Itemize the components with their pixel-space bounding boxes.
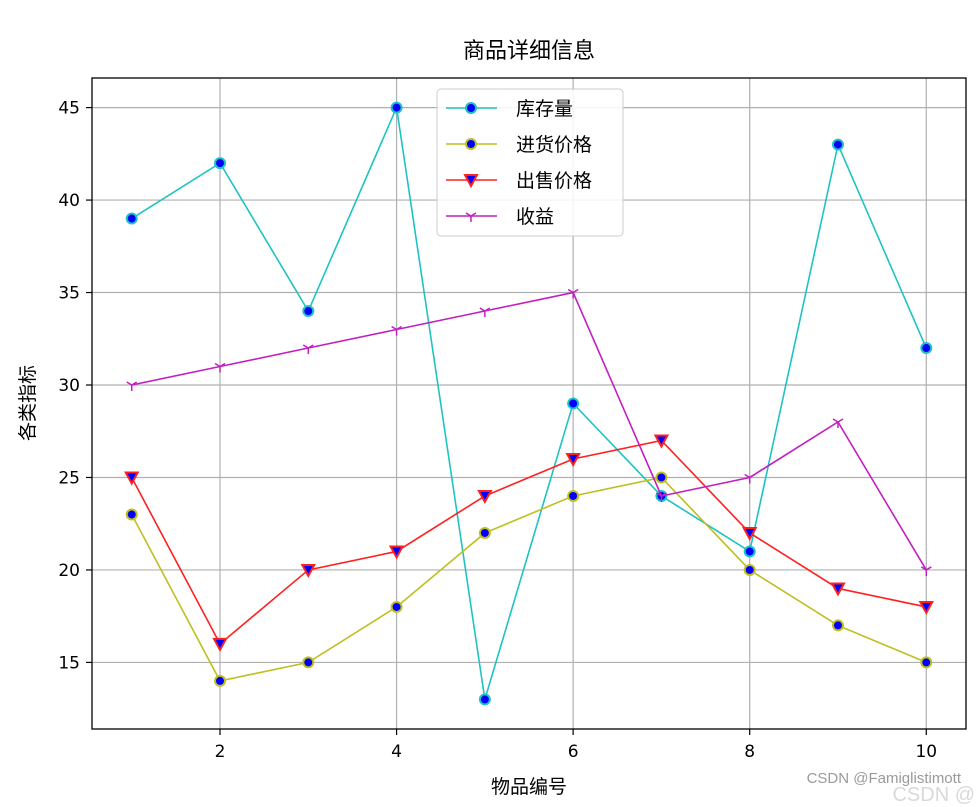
x-tick-label: 6 bbox=[568, 742, 579, 762]
circle-marker bbox=[567, 397, 580, 410]
y-axis-ticks: 15 20 25 30 35 40 45 bbox=[58, 99, 92, 673]
triangle-down-marker bbox=[124, 471, 140, 486]
tri-down-marker bbox=[744, 473, 756, 484]
chart-title: 商品详细信息 bbox=[463, 39, 595, 64]
circle-marker bbox=[390, 101, 403, 114]
circle-marker bbox=[831, 619, 844, 632]
y-tick-label: 25 bbox=[58, 468, 80, 488]
legend-item: 收益 bbox=[446, 206, 554, 228]
circle-marker bbox=[567, 489, 580, 502]
legend-label: 出售价格 bbox=[516, 170, 592, 192]
legend-item: 进货价格 bbox=[446, 134, 592, 156]
circle-marker bbox=[831, 138, 844, 151]
legend-item: 出售价格 bbox=[446, 170, 592, 192]
circle-marker bbox=[390, 600, 403, 613]
tri-down-marker bbox=[567, 288, 579, 299]
circle-marker bbox=[743, 545, 756, 558]
tri-down-marker bbox=[656, 492, 667, 502]
series-path bbox=[131, 439, 927, 646]
circle-marker bbox=[465, 138, 477, 150]
circle-marker bbox=[214, 674, 227, 687]
triangle-down-marker bbox=[300, 563, 316, 579]
series-path bbox=[131, 104, 928, 700]
circle-marker bbox=[125, 508, 138, 521]
triangle-down-marker bbox=[742, 526, 758, 542]
tri-down-marker bbox=[920, 566, 932, 576]
circle-marker bbox=[655, 471, 668, 484]
x-tick-label: 8 bbox=[744, 742, 755, 762]
legend-label: 库存量 bbox=[516, 98, 573, 120]
triangle-down-marker bbox=[830, 582, 846, 597]
circle-marker bbox=[302, 656, 315, 669]
x-tick-label: 4 bbox=[391, 742, 402, 762]
circle-marker bbox=[478, 693, 491, 706]
legend-item: 库存量 bbox=[446, 98, 573, 120]
watermark-text: CSDN @Famiglistimott bbox=[806, 770, 961, 787]
x-tick-label: 10 bbox=[915, 742, 937, 762]
y-tick-label: 20 bbox=[58, 561, 80, 581]
series-path bbox=[131, 476, 927, 682]
series-line bbox=[126, 288, 932, 576]
triangle-down-marker bbox=[463, 174, 479, 189]
tri-down-marker bbox=[126, 381, 138, 392]
circle-marker bbox=[478, 526, 491, 539]
circle-marker bbox=[125, 212, 138, 225]
circle-marker bbox=[920, 342, 933, 355]
x-tick-label: 2 bbox=[215, 742, 226, 762]
y-tick-label: 30 bbox=[58, 376, 80, 396]
legend-label: 进货价格 bbox=[516, 134, 592, 156]
x-axis-label: 物品编号 bbox=[491, 776, 567, 798]
legend-label: 收益 bbox=[516, 206, 554, 228]
series-line bbox=[125, 471, 933, 687]
legend-box bbox=[436, 88, 624, 237]
series-group bbox=[124, 101, 934, 706]
circle-marker bbox=[214, 157, 227, 170]
triangle-down-marker bbox=[388, 545, 405, 560]
circle-marker bbox=[465, 102, 477, 114]
tri-down-marker bbox=[391, 325, 402, 336]
y-tick-label: 35 bbox=[58, 284, 80, 304]
triangle-down-marker bbox=[918, 600, 934, 616]
tri-down-marker bbox=[214, 362, 226, 373]
y-tick-label: 45 bbox=[58, 99, 80, 119]
series-line bbox=[124, 434, 934, 653]
plot-frame bbox=[91, 77, 967, 730]
triangle-down-marker bbox=[212, 637, 228, 653]
series-path bbox=[131, 291, 927, 571]
y-tick-label: 15 bbox=[58, 653, 80, 673]
x-axis-ticks: 2 4 6 8 10 bbox=[215, 729, 937, 762]
tri-down-marker bbox=[479, 307, 491, 318]
tri-down-marker bbox=[465, 212, 477, 222]
triangle-down-marker bbox=[477, 489, 493, 505]
series-line bbox=[125, 101, 933, 706]
watermark-logo: CSDN @ bbox=[892, 784, 975, 806]
triangle-down-marker bbox=[653, 434, 670, 449]
circle-marker bbox=[920, 656, 933, 669]
tri-down-marker bbox=[302, 344, 314, 355]
y-axis-label: 各类指标 bbox=[17, 365, 39, 441]
circle-marker bbox=[302, 305, 315, 318]
circle-marker bbox=[743, 563, 756, 576]
tri-down-marker bbox=[832, 418, 844, 428]
y-tick-label: 40 bbox=[58, 191, 80, 211]
triangle-down-marker bbox=[565, 452, 581, 468]
